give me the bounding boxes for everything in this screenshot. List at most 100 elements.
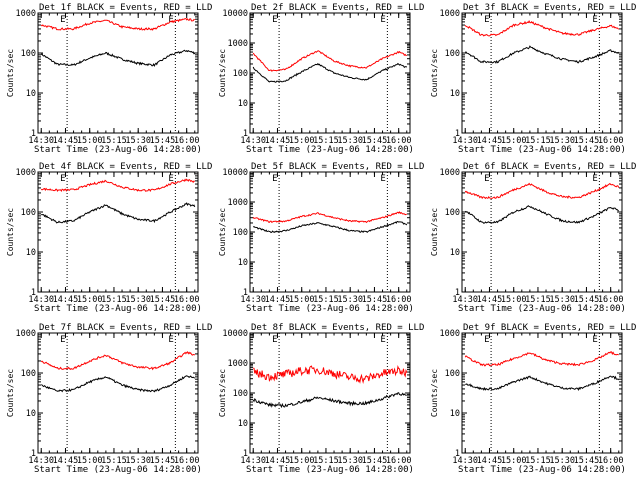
lld-series-line (252, 211, 407, 224)
event-marker-label: E (484, 335, 489, 345)
x-tick-label: 15:45 (150, 456, 176, 466)
y-tick-label: 100 (445, 208, 460, 218)
y-axis-label: Counts/sec (218, 369, 227, 417)
event-marker-label: E (60, 174, 65, 184)
y-tick-label: 100 (21, 49, 36, 59)
y-tick-label: 1 (31, 288, 36, 298)
x-tick-label: 15:30 (125, 456, 151, 466)
y-axis-label: Counts/sec (6, 369, 15, 417)
x-tick-label: 15:15 (525, 295, 551, 305)
x-tick-label: 15:30 (549, 456, 575, 466)
events-series-line (252, 220, 408, 234)
x-tick-label: 14:45 (53, 456, 79, 466)
y-tick-label: 10000 (222, 168, 248, 178)
event-marker-label: E (60, 15, 65, 25)
x-tick-label: 14:30 (28, 456, 54, 466)
y-tick-label: 1000 (228, 359, 248, 369)
x-tick-label: 14:30 (452, 136, 478, 146)
x-axis-label: Start Time (23-Aug-06 14:28:00) (246, 465, 414, 475)
x-tick-label: 16:00 (174, 295, 200, 305)
x-tick-label: 15:30 (337, 456, 363, 466)
chart-panel-5: Det 5f BLACK = Events, RED = LLD 1 10 100 10… (218, 162, 424, 314)
chart-panel-1: Det 1f BLACK = Events, RED = LLD 1 10 100 10… (6, 3, 212, 155)
x-tick-label: 14:45 (477, 456, 503, 466)
x-tick-label: 15:30 (337, 295, 363, 305)
y-tick-label: 1 (243, 288, 248, 298)
x-axis-label: Start Time (23-Aug-06 14:28:00) (34, 465, 202, 475)
y-tick-label: 1000 (228, 198, 248, 208)
x-tick-label: 15:15 (525, 456, 551, 466)
x-tick-label: 15:15 (525, 136, 551, 146)
x-tick-label: 16:00 (386, 295, 412, 305)
y-tick-label: 100 (445, 49, 460, 59)
lld-series-line (253, 365, 408, 384)
x-tick-label: 14:45 (477, 136, 503, 146)
event-marker-label: E (592, 335, 597, 345)
lld-series-line (40, 178, 196, 193)
y-tick-label: 1 (31, 129, 36, 139)
x-tick-label: 15:15 (101, 456, 127, 466)
y-tick-label: 1 (455, 129, 460, 139)
x-tick-label: 14:30 (452, 456, 478, 466)
event-marker-label: E (484, 174, 489, 184)
plot-frame (37, 171, 199, 293)
lld-series-line (464, 20, 620, 37)
events-series-line (40, 49, 195, 67)
x-tick-label: 15:45 (362, 456, 388, 466)
chart-panel-2: Det 2f BLACK = Events, RED = LLD 1 10 100 10… (218, 3, 424, 155)
x-tick-label: 14:45 (477, 295, 503, 305)
plot-frame (461, 171, 623, 293)
plot-frame (461, 12, 623, 134)
x-tick-label: 15:00 (501, 136, 527, 146)
y-tick-label: 1 (455, 288, 460, 298)
y-tick-label: 10 (26, 248, 36, 258)
x-tick-label: 15:15 (313, 295, 339, 305)
x-axis-label: Start Time (23-Aug-06 14:28:00) (34, 304, 202, 314)
event-marker-label: E (272, 15, 277, 25)
x-tick-label: 16:00 (598, 295, 624, 305)
x-tick-label: 15:15 (313, 456, 339, 466)
x-tick-label: 15:30 (125, 136, 151, 146)
y-tick-label: 1000 (228, 39, 248, 49)
x-tick-label: 15:45 (150, 136, 176, 146)
y-axis-label: Counts/sec (6, 49, 15, 97)
x-tick-label: 14:30 (28, 295, 54, 305)
y-axis-label: Counts/sec (218, 49, 227, 97)
x-tick-label: 15:00 (289, 136, 315, 146)
events-series-line (41, 202, 196, 224)
chart-panel-6: Det 6f BLACK = Events, RED = LLD 1 10 100 10… (430, 162, 636, 314)
x-tick-label: 15:15 (101, 295, 127, 305)
x-tick-label: 14:45 (265, 295, 291, 305)
x-tick-label: 15:45 (362, 136, 388, 146)
events-series-line (252, 62, 408, 83)
y-tick-label: 1 (243, 449, 248, 459)
x-axis-label: Start Time (23-Aug-06 14:28:00) (458, 145, 626, 155)
events-series-line (465, 45, 619, 64)
chart-panel-9: Det 9f BLACK = Events, RED = LLD 1 10 100 10… (430, 323, 636, 475)
x-tick-label: 15:00 (289, 295, 315, 305)
x-tick-label: 15:30 (549, 136, 575, 146)
event-marker-label: E (60, 335, 65, 345)
x-tick-label: 15:45 (574, 295, 600, 305)
x-axis-label: Start Time (23-Aug-06 14:28:00) (246, 145, 414, 155)
chart-title: Det 1f BLACK = Events, RED = LLD (39, 3, 212, 13)
x-tick-label: 14:30 (28, 136, 54, 146)
x-tick-label: 14:45 (53, 136, 79, 146)
x-tick-label: 14:45 (265, 136, 291, 146)
chart-panel-4: Det 4f BLACK = Events, RED = LLD 1 10 100 10… (6, 162, 212, 314)
x-tick-label: 15:45 (362, 295, 388, 305)
x-tick-label: 14:45 (265, 456, 291, 466)
y-axis-label: Counts/sec (430, 369, 439, 417)
plot-frame (37, 332, 199, 454)
chart-panel-7: Det 7f BLACK = Events, RED = LLD 1 10 100 10… (6, 323, 212, 475)
event-marker-label: E (484, 15, 489, 25)
x-tick-label: 15:30 (549, 295, 575, 305)
events-series-line (465, 205, 620, 224)
x-tick-label: 15:45 (574, 136, 600, 146)
x-tick-label: 15:15 (313, 136, 339, 146)
y-axis-label: Counts/sec (6, 208, 15, 256)
y-tick-label: 10 (238, 258, 248, 268)
chart-title: Det 5f BLACK = Events, RED = LLD (251, 162, 424, 172)
x-tick-label: 15:45 (574, 456, 600, 466)
x-tick-label: 16:00 (598, 456, 624, 466)
